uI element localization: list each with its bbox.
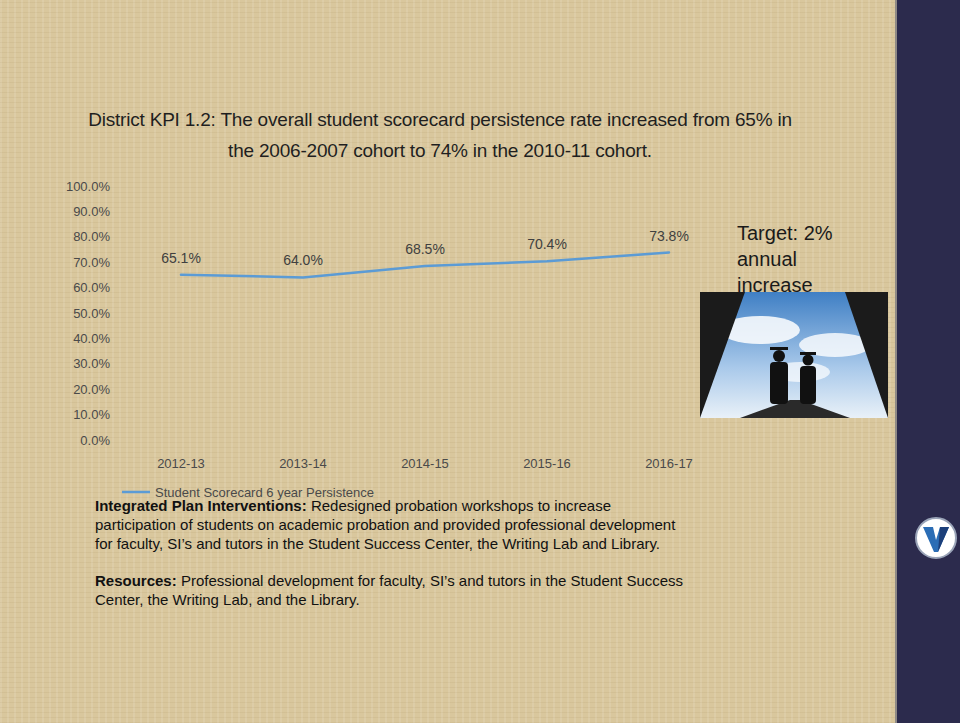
x-tick-label: 2016-17 xyxy=(645,456,693,471)
photo-figure xyxy=(770,347,788,350)
side-strip xyxy=(895,0,960,723)
data-label: 70.4% xyxy=(527,236,567,252)
note-text: Professional development for faculty, SI… xyxy=(95,572,683,608)
data-label: 68.5% xyxy=(405,241,445,257)
y-tick-label: 100.0% xyxy=(66,179,111,194)
photo-wall xyxy=(845,292,888,418)
logo xyxy=(914,516,958,560)
photo-figure xyxy=(800,352,816,355)
data-label: 65.1% xyxy=(161,250,201,266)
y-tick-label: 0.0% xyxy=(80,433,110,448)
photo xyxy=(700,292,888,418)
photo-wall xyxy=(700,292,745,418)
note: Integrated Plan Interventions: Redesigne… xyxy=(95,496,695,553)
y-tick-label: 40.0% xyxy=(73,331,110,346)
x-tick-label: 2012-13 xyxy=(157,456,205,471)
note: Resources: Professional development for … xyxy=(95,571,695,609)
legend: Student Scorecard 6 year Persistence xyxy=(122,485,374,500)
note-heading: Integrated Plan Interventions: xyxy=(95,497,307,514)
photo-figure xyxy=(773,350,785,362)
logo-mark xyxy=(923,527,949,552)
photo-figure xyxy=(770,362,788,404)
logo-circle xyxy=(916,518,956,558)
y-tick-label: 70.0% xyxy=(73,255,110,270)
x-tick-label: 2015-16 xyxy=(523,456,571,471)
photo-figure xyxy=(803,355,814,366)
y-tick-label: 80.0% xyxy=(73,229,110,244)
x-tick-label: 2013-14 xyxy=(279,456,327,471)
y-tick-label: 50.0% xyxy=(73,306,110,321)
legend-swatch xyxy=(122,491,150,494)
y-tick-label: 20.0% xyxy=(73,382,110,397)
y-tick-label: 90.0% xyxy=(73,204,110,219)
data-label: 64.0% xyxy=(283,252,323,268)
legend-label: Student Scorecard 6 year Persistence xyxy=(155,485,374,500)
photo-floor xyxy=(740,400,850,418)
y-tick-label: 30.0% xyxy=(73,356,110,371)
note-heading: Resources: xyxy=(95,572,177,589)
y-tick-label: 60.0% xyxy=(73,280,110,295)
photo-figure xyxy=(800,366,816,404)
photo-sky xyxy=(700,292,888,418)
y-tick-label: 10.0% xyxy=(73,407,110,422)
logo-shade xyxy=(938,527,949,552)
chart: 0.0% 10.0% 20.0% 30.0% 40.0% 50.0% 60.0% 70.0% 8… xyxy=(0,0,960,723)
annotation: Target: 2% annual increase xyxy=(737,220,857,298)
data-label: 73.8% xyxy=(649,228,689,244)
title: District KPI 1.2: The overall student sc… xyxy=(80,104,800,166)
notes: Integrated Plan Interventions: Redesigne… xyxy=(95,496,695,627)
photo-cloud xyxy=(799,333,871,357)
x-tick-label: 2014-15 xyxy=(401,456,449,471)
